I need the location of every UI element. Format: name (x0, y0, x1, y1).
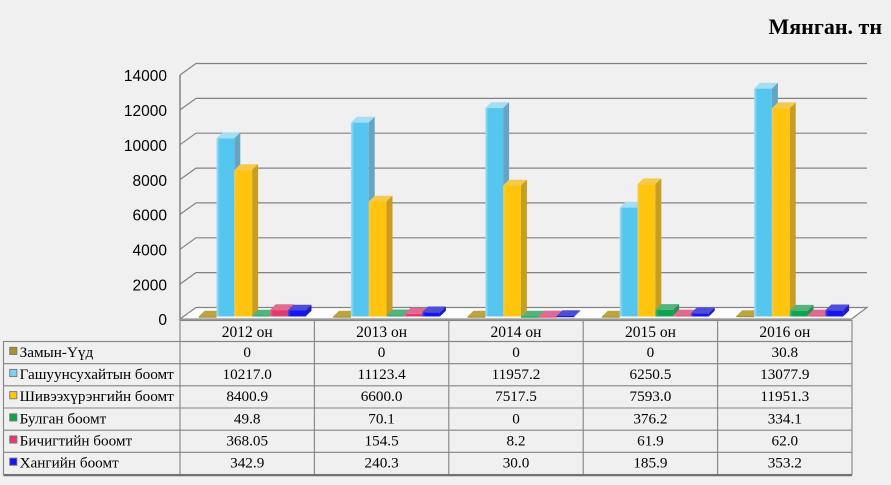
svg-text:12000: 12000 (124, 103, 167, 120)
svg-text:6000: 6000 (133, 208, 168, 225)
svg-text:Гашуунсухайтын боомт: Гашуунсухайтын боомт (20, 366, 175, 383)
svg-text:334.1: 334.1 (768, 410, 802, 427)
svg-text:2016 он: 2016 он (759, 324, 810, 341)
svg-text:185.9: 185.9 (633, 455, 667, 472)
svg-text:0: 0 (512, 344, 520, 361)
svg-text:61.9: 61.9 (637, 433, 664, 450)
svg-text:376.2: 376.2 (633, 410, 667, 427)
svg-text:0: 0 (243, 344, 251, 361)
svg-text:62.0: 62.0 (772, 433, 799, 450)
svg-text:240.3: 240.3 (365, 455, 399, 472)
svg-text:10000: 10000 (124, 138, 167, 155)
svg-text:Хангийн боомт: Хангийн боомт (20, 455, 119, 472)
svg-text:7593.0: 7593.0 (630, 388, 672, 405)
svg-text:14000: 14000 (124, 68, 167, 85)
svg-text:8400.9: 8400.9 (226, 388, 268, 405)
svg-text:6250.5: 6250.5 (630, 366, 672, 383)
svg-text:13077.9: 13077.9 (760, 366, 809, 383)
svg-text:30.8: 30.8 (772, 344, 799, 361)
svg-text:2014 он: 2014 он (491, 324, 542, 341)
svg-text:2013 он: 2013 он (356, 324, 407, 341)
svg-text:11957.2: 11957.2 (492, 366, 541, 383)
svg-text:8000: 8000 (133, 173, 168, 190)
svg-text:Булган боомт: Булган боомт (20, 410, 107, 427)
svg-text:6600.0: 6600.0 (361, 388, 403, 405)
svg-text:11951.3: 11951.3 (760, 388, 809, 405)
svg-text:Мянган. тн: Мянган. тн (769, 14, 883, 39)
svg-text:154.5: 154.5 (365, 433, 399, 450)
svg-text:0: 0 (158, 312, 167, 329)
svg-text:Бичигтийн боомт: Бичигтийн боомт (20, 433, 133, 450)
svg-text:353.2: 353.2 (768, 455, 802, 472)
svg-text:342.9: 342.9 (230, 455, 264, 472)
svg-text:2015 он: 2015 он (625, 324, 676, 341)
svg-text:368.05: 368.05 (226, 433, 268, 450)
svg-text:0: 0 (647, 344, 655, 361)
svg-text:Замын-Үүд: Замын-Үүд (20, 344, 94, 361)
svg-text:10217.0: 10217.0 (223, 366, 273, 383)
svg-text:2012 он: 2012 он (222, 324, 273, 341)
svg-text:Шивээхүрэнгийн боомт: Шивээхүрэнгийн боомт (20, 388, 175, 405)
svg-text:8.2: 8.2 (507, 433, 526, 450)
svg-text:7517.5: 7517.5 (495, 388, 537, 405)
svg-text:49.8: 49.8 (234, 410, 261, 427)
svg-text:2000: 2000 (133, 277, 168, 294)
svg-text:70.1: 70.1 (368, 410, 395, 427)
svg-text:0: 0 (512, 410, 520, 427)
svg-text:4000: 4000 (133, 243, 168, 260)
svg-text:11123.4: 11123.4 (357, 366, 406, 383)
svg-text:30.0: 30.0 (503, 455, 530, 472)
svg-text:0: 0 (378, 344, 386, 361)
